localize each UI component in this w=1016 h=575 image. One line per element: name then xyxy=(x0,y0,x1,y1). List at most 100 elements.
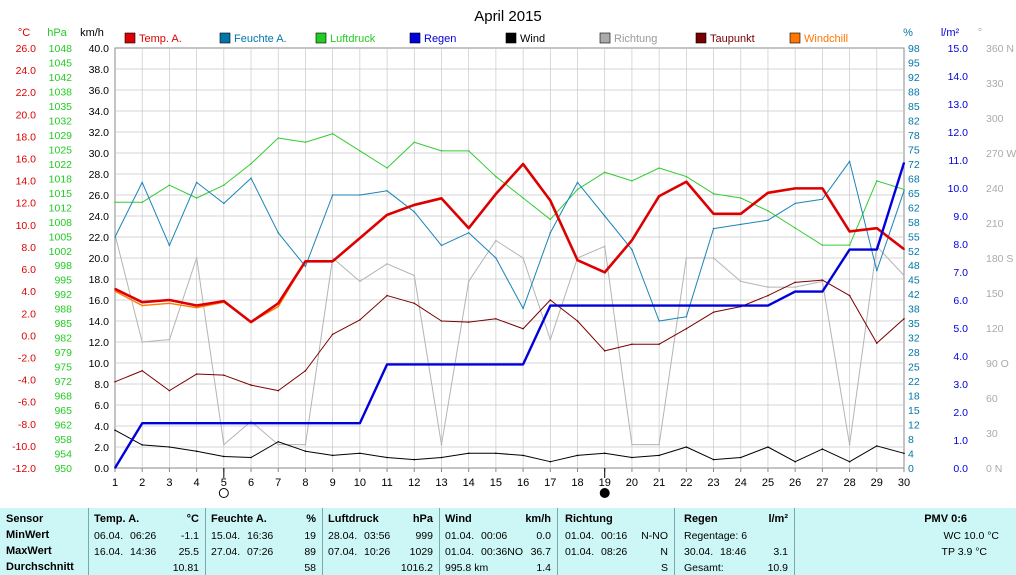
direction-average: S xyxy=(660,562,668,574)
temp-tick-label: -8.0 xyxy=(18,419,36,431)
direction-tick-label: 180 S xyxy=(986,253,1013,265)
data-point-regen xyxy=(712,304,715,307)
series-line-wind xyxy=(114,429,905,463)
data-point-luftdruck xyxy=(875,180,878,182)
data-point-taupunkt xyxy=(250,384,252,386)
data-point-regen xyxy=(495,363,497,366)
pmv-head: PMV 0:6 xyxy=(924,513,967,525)
wind-tick-label: 40.0 xyxy=(89,43,110,55)
x-tick-label: 18 xyxy=(571,477,583,489)
data-point-temp-a xyxy=(549,199,552,202)
temp-tick-label: 14.0 xyxy=(16,176,37,188)
data-point-feuchte-a xyxy=(250,177,252,179)
wind-tick-label: 26.0 xyxy=(89,190,110,202)
chart-title: April 2015 xyxy=(474,8,542,25)
x-tick-label: 6 xyxy=(248,477,254,489)
pressure-tick-label: 1018 xyxy=(49,173,73,185)
data-point-richtung xyxy=(631,443,633,446)
x-tick-label: 25 xyxy=(762,477,774,489)
data-point-luftdruck xyxy=(168,184,171,186)
data-point-windchill xyxy=(195,306,198,309)
humidity-tick-label: 22 xyxy=(908,376,920,388)
data-point-richtung xyxy=(821,280,824,283)
wind-tick-label: 6.0 xyxy=(94,400,109,412)
data-point-taupunkt xyxy=(223,374,225,376)
wind-tick-label: 28.0 xyxy=(89,169,110,181)
rain-total-label: Gesamt: xyxy=(684,562,724,574)
x-tick-label: 1 xyxy=(112,477,118,489)
data-point-feuchte-a xyxy=(739,223,742,226)
data-point-windchill xyxy=(141,304,144,307)
data-point-feuchte-a xyxy=(685,316,688,318)
data-point-regen xyxy=(359,422,361,425)
data-point-feuchte-a xyxy=(848,160,851,163)
legend-swatch xyxy=(505,32,517,44)
rain-head: Regen xyxy=(684,513,718,525)
pressure-tick-label: 1035 xyxy=(49,101,73,113)
data-point-feuchte-a xyxy=(168,244,171,247)
x-tick-label: 11 xyxy=(381,477,392,489)
pressure-tick-label: 1038 xyxy=(49,86,73,98)
temp-tick-label: 16.0 xyxy=(16,154,37,166)
temp-tick-label: 12.0 xyxy=(16,198,37,210)
x-tick-label: 24 xyxy=(735,477,747,489)
temp-average: 10.81 xyxy=(172,562,199,574)
data-point-wind xyxy=(440,456,443,459)
temp-tick-label: 8.0 xyxy=(21,242,36,254)
data-point-taupunkt xyxy=(440,320,443,322)
pressure-tick-label: 968 xyxy=(54,391,72,403)
axis-unit-label: l/m² xyxy=(941,27,960,39)
data-point-temp-a xyxy=(631,239,633,242)
data-point-richtung xyxy=(603,245,606,248)
pressure-tick-label: 975 xyxy=(54,362,72,374)
direction-tick-label: 60 xyxy=(986,393,998,405)
data-point-richtung xyxy=(195,257,198,259)
data-point-wind xyxy=(386,456,388,459)
direction-tick-label: 360 N xyxy=(986,43,1014,55)
data-point-temp-a xyxy=(331,260,334,263)
pressure-tick-label: 965 xyxy=(54,405,72,417)
x-tick-label: 30 xyxy=(898,477,910,489)
temp-max-time: 14:36 xyxy=(130,546,157,558)
data-point-richtung xyxy=(141,341,144,343)
data-point-wind xyxy=(767,446,769,448)
grid xyxy=(114,47,905,469)
data-point-richtung xyxy=(522,257,524,259)
data-point-wind xyxy=(903,452,905,455)
wind-tick-label: 36.0 xyxy=(89,85,110,97)
rain-tick-label: 3.0 xyxy=(953,379,968,391)
pressure-max-date: 07.04. xyxy=(328,546,358,558)
data-point-richtung xyxy=(767,286,769,288)
axis-unit-label: °C xyxy=(18,27,30,39)
rain-tick-label: 0.0 xyxy=(953,463,968,475)
pressure-min-time: 03:56 xyxy=(364,530,391,542)
data-point-luftdruck xyxy=(331,132,334,135)
data-point-luftdruck xyxy=(195,197,198,199)
data-point-windchill xyxy=(114,290,116,292)
data-point-regen xyxy=(168,422,171,425)
rain-max-time: 18:46 xyxy=(720,546,747,558)
data-point-temp-a xyxy=(767,191,769,194)
pressure-tick-label: 1029 xyxy=(49,130,73,142)
direction-tick-label: 270 W xyxy=(986,148,1016,160)
data-point-taupunkt xyxy=(359,319,361,321)
humidity-tick-label: 82 xyxy=(908,115,920,127)
data-point-feuchte-a xyxy=(141,181,144,184)
data-point-wind xyxy=(250,456,252,459)
data-point-regen xyxy=(739,304,742,307)
data-point-luftdruck xyxy=(658,167,660,169)
pressure-tick-label: 1025 xyxy=(49,144,73,156)
rain-tick-label: 12.0 xyxy=(948,127,969,139)
data-point-regen xyxy=(794,290,796,293)
data-point-temp-a xyxy=(685,180,688,183)
wind-head: Wind xyxy=(445,513,472,525)
data-point-richtung xyxy=(549,338,552,341)
data-point-taupunkt xyxy=(603,350,606,352)
data-point-regen xyxy=(114,467,116,469)
humidity-tick-label: 8 xyxy=(908,434,914,446)
data-point-wind xyxy=(114,429,116,432)
data-point-feuchte-a xyxy=(413,211,416,213)
x-tick-label: 12 xyxy=(408,477,420,489)
data-point-temp-a xyxy=(495,193,497,195)
humidity-tick-label: 85 xyxy=(908,101,920,113)
